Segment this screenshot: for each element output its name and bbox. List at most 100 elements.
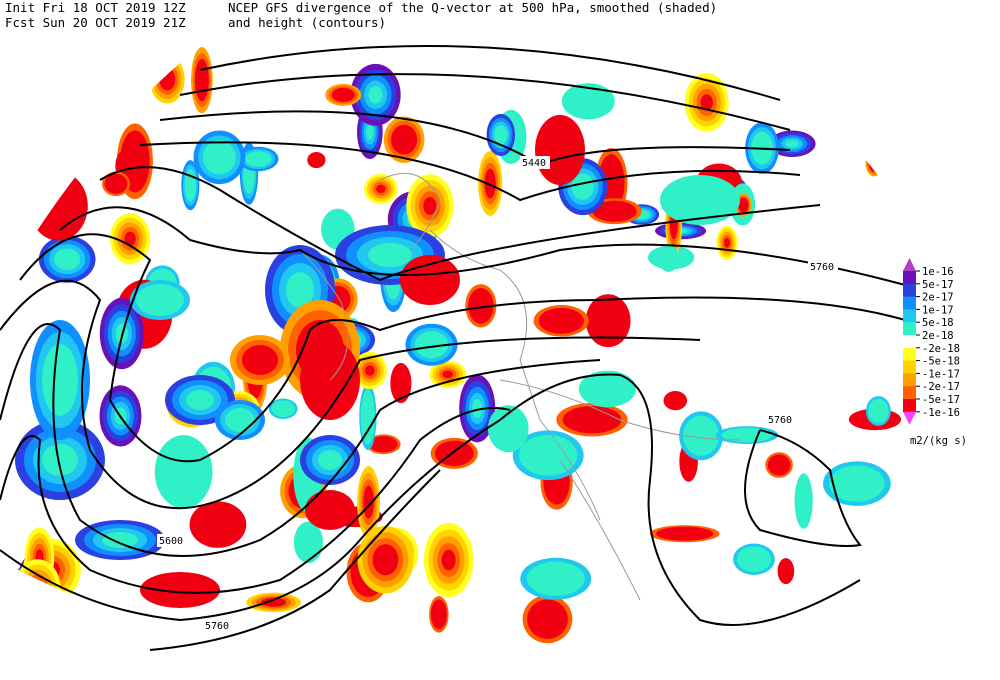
shaded-blob	[60, 75, 77, 97]
colorbar-swatch	[903, 271, 916, 285]
shaded-blob	[363, 485, 374, 519]
shaded-blob	[829, 465, 885, 502]
shaded-blob	[56, 69, 82, 104]
shaded-blob	[89, 79, 137, 103]
shaded-blob	[84, 77, 142, 105]
shaded-blob	[102, 532, 138, 548]
contour-label: 5760	[768, 415, 792, 426]
contour-label: 5600	[159, 536, 183, 547]
height-contours	[0, 45, 906, 651]
shaded-blob	[286, 272, 314, 308]
shaded-blob	[360, 389, 375, 445]
shaded-blob	[660, 175, 740, 225]
colorbar-swatch	[903, 399, 916, 413]
colorbar-label: -5e-17	[922, 394, 960, 406]
shaded-blob	[365, 365, 375, 376]
colorbar-label: -1e-17	[922, 368, 960, 380]
contour-labels: 5440 5760 5760 5600 5760	[157, 156, 838, 632]
shaded-blob	[805, 17, 819, 65]
shaded-blob	[23, 101, 33, 117]
shaded-blob	[562, 405, 622, 434]
shaded-blob	[331, 87, 355, 102]
country-borders	[299, 172, 741, 601]
shaded-blob	[242, 345, 278, 375]
shaded-blob	[202, 140, 236, 175]
shaded-blob	[868, 78, 882, 92]
shaded-blob	[484, 168, 496, 199]
shaded-blob	[29, 171, 88, 241]
colorbar-units: m2/(kg s)	[910, 435, 967, 447]
shaded-blob	[42, 344, 78, 416]
shaded-blob	[17, 197, 33, 239]
shaded-blob	[801, 19, 835, 75]
shaded-blob	[868, 398, 889, 424]
colorbar-label: -2e-18	[922, 343, 960, 355]
shaded-blob	[51, 62, 86, 110]
shaded-blob	[808, 31, 827, 63]
shaded-blob	[578, 370, 637, 408]
contour-label: 5760	[205, 621, 229, 632]
shaded-blob	[658, 243, 679, 273]
colorbar-swatch	[903, 309, 916, 323]
shaded-blob	[868, 154, 880, 172]
init-time: Init Fri 18 OCT 2019 12Z	[5, 0, 186, 15]
shaded-blob	[99, 84, 127, 98]
colorbar-swatch	[903, 335, 916, 349]
shaded-blob	[16, 193, 34, 243]
shaded-blob	[136, 284, 184, 316]
shaded-blob	[494, 125, 508, 145]
title-line-2: and height (contours)	[228, 15, 386, 30]
shaded-blob	[724, 237, 730, 248]
shaded-blob	[777, 558, 795, 585]
shaded-blob	[538, 307, 584, 334]
shaded-blob	[54, 248, 81, 271]
shaded-blob	[271, 400, 295, 418]
contour-label: 5440	[522, 158, 546, 169]
shaded-blob	[683, 415, 720, 456]
shaded-blob	[21, 98, 35, 120]
shaded-blob	[245, 151, 272, 167]
shaded-blob	[318, 450, 342, 470]
shaded-blob	[369, 436, 398, 453]
shaded-blob	[797, 16, 838, 81]
shaded-blob	[225, 408, 255, 432]
contour-label: 5760	[810, 262, 834, 273]
colorbar-label: -1e-16	[922, 407, 960, 419]
colorbar-label: 1e-17	[922, 304, 954, 316]
shaded-blob	[368, 86, 383, 104]
colorbar-swatch	[903, 347, 916, 362]
shaded-blob	[25, 71, 72, 141]
shaded-blob	[663, 391, 688, 411]
colorbar-swatch	[903, 283, 916, 298]
shaded-blob	[124, 231, 136, 246]
shaded-blob	[785, 140, 799, 148]
shaded-blob	[18, 92, 39, 126]
colorbar-label: 5e-17	[922, 279, 954, 291]
shaded-blob	[194, 59, 209, 102]
shaded-blob	[391, 124, 418, 155]
shaded-blob	[94, 82, 132, 100]
shaded-blob	[0, 572, 40, 613]
shaded-blob	[83, 56, 110, 94]
title-line-1: NCEP GFS divergence of the Q-vector at 5…	[228, 0, 717, 15]
shaded-blob	[804, 25, 831, 69]
shaded-blob	[154, 435, 213, 509]
shaded-blob	[794, 473, 813, 529]
shaded-blob	[372, 544, 399, 576]
shaded-blob	[104, 173, 128, 194]
shaded-blob	[736, 546, 772, 573]
shaded-blob	[159, 68, 176, 91]
shaded-blob	[307, 152, 326, 169]
shaded-blob	[46, 56, 91, 117]
shaded-blob	[423, 197, 437, 215]
shaded-blob	[400, 255, 460, 305]
shaded-blob	[20, 95, 37, 123]
shaded-blob	[656, 526, 714, 541]
colorbar: 1e-165e-172e-171e-175e-182e-18-2e-18-5e-…	[903, 258, 960, 425]
shaded-blob	[866, 76, 883, 94]
shaded-blob	[585, 294, 631, 348]
shaded-blob	[442, 370, 454, 379]
shaded-blob	[519, 434, 578, 476]
shaded-blob	[487, 405, 529, 453]
